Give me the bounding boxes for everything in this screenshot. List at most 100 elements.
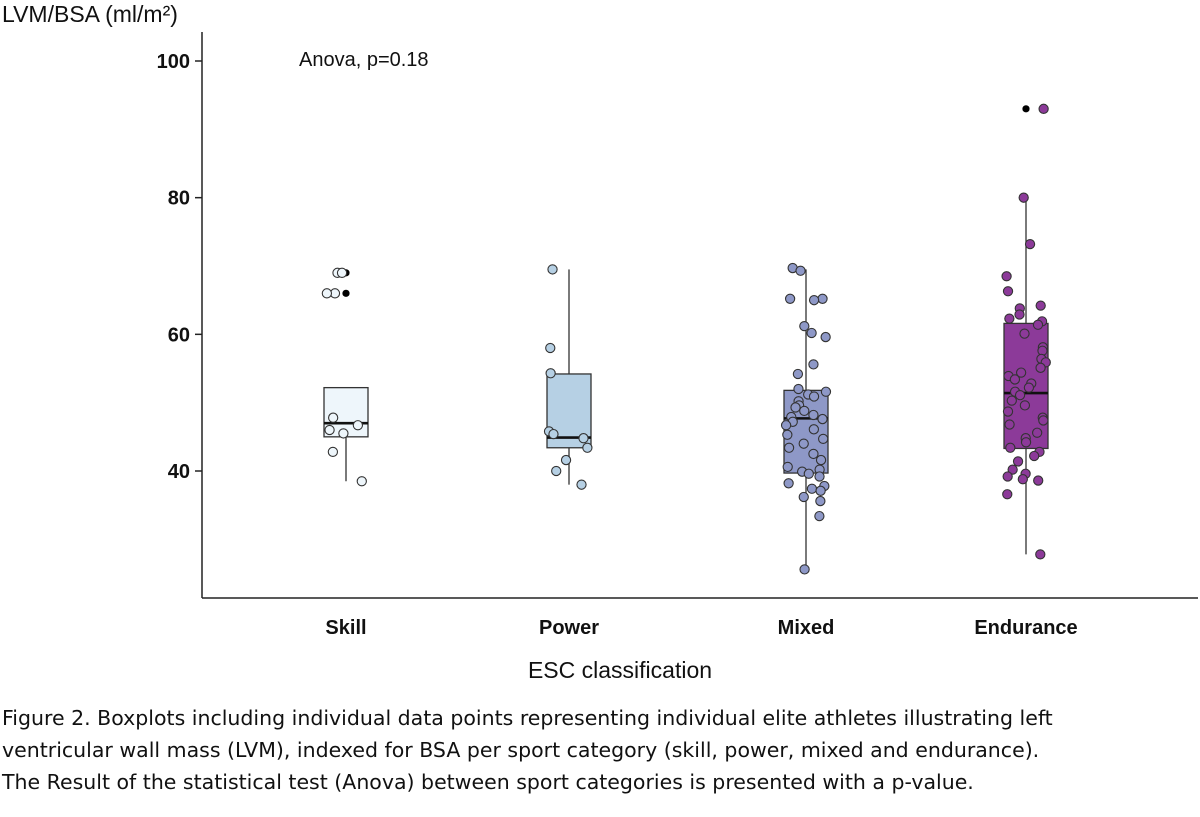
data-point [808, 448, 819, 460]
data-point [817, 413, 828, 425]
data-point [1004, 419, 1015, 430]
data-point [578, 433, 589, 444]
data-point [1007, 464, 1018, 475]
data-point [1012, 456, 1024, 467]
data-point [1020, 437, 1032, 448]
caption-line: ventricular wall mass (LVM), indexed for… [2, 738, 1040, 762]
x-axis-label: ESC classification [528, 657, 712, 683]
data-point [1029, 450, 1040, 462]
data-point [815, 485, 826, 496]
x-tick-label: Mixed [778, 617, 835, 639]
data-point [815, 454, 827, 466]
data-point [1006, 395, 1017, 406]
data-point [1035, 300, 1046, 311]
outlier-point [342, 289, 350, 297]
data-point [780, 420, 792, 431]
data-point [782, 429, 793, 440]
data-point [1002, 471, 1013, 482]
caption-line: Figure 2. Boxplots including individual … [2, 706, 1053, 730]
boxplot-chart: LVM/BSA (ml/m²) Anova, p=0.18 ESC classi… [2, 1, 1198, 683]
data-point [820, 386, 832, 397]
data-point [560, 454, 572, 466]
data-point [818, 433, 829, 445]
data-point [545, 368, 556, 379]
data-point [1024, 238, 1036, 250]
data-point [1033, 475, 1044, 486]
data-point [548, 428, 559, 440]
data-point [790, 402, 801, 413]
data-point [814, 471, 825, 482]
data-point [799, 564, 810, 575]
data-point [808, 409, 819, 421]
data-point [817, 293, 828, 304]
data-point [815, 495, 826, 507]
data-point [582, 442, 593, 453]
figure-caption: Figure 2. Boxplots including individual … [2, 702, 1198, 798]
data-point [1004, 313, 1015, 324]
data-point [799, 320, 810, 332]
data-point [814, 510, 825, 522]
data-point [1019, 328, 1030, 339]
data-point [338, 428, 349, 439]
data-point [1002, 489, 1013, 500]
data-point [1017, 474, 1028, 485]
outlier-point [1022, 105, 1030, 113]
data-point [1014, 309, 1025, 320]
data-point [1001, 271, 1012, 282]
data-point [799, 405, 810, 417]
data-point [806, 327, 817, 339]
y-axis-label: LVM/BSA (ml/m²) [2, 1, 178, 27]
anova-annotation: Anova, p=0.18 [299, 49, 429, 71]
data-point [1035, 362, 1046, 373]
y-tick-label: 40 [168, 461, 190, 483]
data-point [1015, 367, 1027, 378]
data-point [327, 446, 339, 458]
data-point [1005, 442, 1016, 453]
y-tick-label: 100 [157, 51, 190, 73]
data-point [782, 461, 793, 473]
caption-line: The Result of the statistical test (Anov… [2, 770, 974, 794]
data-point [551, 465, 562, 477]
plot-area: 40 60 80 100 Skill Power Mixed Endurance [157, 32, 1198, 639]
x-tick-label: Endurance [974, 617, 1077, 639]
data-point [1032, 319, 1044, 330]
data-point [356, 476, 367, 487]
data-point [1009, 374, 1021, 385]
data-point [328, 412, 339, 423]
data-point [1023, 382, 1035, 393]
y-tick-label: 80 [168, 188, 190, 210]
data-point [1018, 192, 1029, 203]
x-tick-label: Power [539, 617, 599, 639]
data-point [820, 331, 831, 343]
data-point [1038, 415, 1049, 426]
data-point [808, 295, 820, 306]
data-point [321, 288, 333, 299]
y-tick-label: 60 [168, 324, 190, 346]
data-point [336, 267, 348, 278]
data-point [793, 383, 804, 395]
data-point [1014, 389, 1026, 401]
data-point [783, 442, 795, 453]
data-point [798, 438, 809, 449]
data-point [1035, 549, 1046, 560]
data-point [783, 478, 794, 489]
data-point [1032, 427, 1043, 438]
data-point [784, 293, 796, 304]
data-point [808, 424, 819, 435]
data-point [324, 424, 335, 436]
data-point [352, 420, 364, 431]
data-point [808, 391, 820, 402]
data-point [545, 342, 556, 354]
data-point [1038, 103, 1049, 114]
data-point [806, 483, 818, 494]
data-point [1019, 400, 1031, 411]
data-point [1002, 286, 1014, 297]
data-point [808, 359, 819, 370]
data-point [795, 265, 806, 276]
data-point [1002, 406, 1014, 417]
data-point [792, 368, 804, 380]
data-point [576, 479, 587, 490]
x-tick-label: Skill [325, 617, 366, 639]
data-point [547, 264, 558, 275]
data-point [803, 468, 814, 479]
